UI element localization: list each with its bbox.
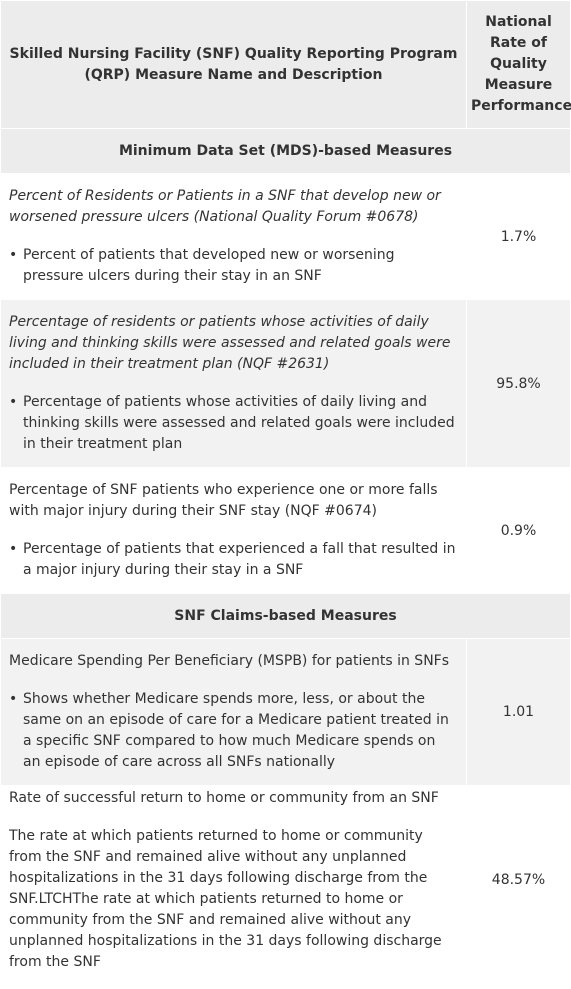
measure-bullet-list: Percentage of patients that experienced …: [9, 539, 456, 581]
measure-cell: Rate of successful return to home or com…: [0, 785, 467, 975]
measure-cell: Percentage of SNF patients who experienc…: [0, 467, 467, 594]
measure-cell: Percentage of residents or patients whos…: [0, 299, 467, 468]
measure-bullet: Shows whether Medicare spends more, less…: [9, 689, 456, 773]
measure-bullet: Percent of patients that developed new o…: [9, 245, 456, 287]
table-row: Percentage of SNF patients who experienc…: [0, 467, 571, 594]
measure-bullet-list: Shows whether Medicare spends more, less…: [9, 689, 456, 773]
section-row-claims: SNF Claims-based Measures: [0, 593, 571, 639]
rate-value: 48.57%: [466, 785, 571, 975]
rate-value: 95.8%: [466, 299, 571, 468]
measure-description: The rate at which patients returned to h…: [9, 827, 442, 970]
measure-name: Percentage of residents or patients whos…: [9, 314, 451, 372]
section-title: Minimum Data Set (MDS)-based Measures: [0, 128, 571, 174]
rate-column-header: National Rate of Quality Measure Perform…: [466, 0, 571, 129]
measure-column-header: Skilled Nursing Facility (SNF) Quality R…: [0, 0, 467, 129]
table-row: Medicare Spending Per Beneficiary (MSPB)…: [0, 638, 571, 786]
rate-value: 1.01: [466, 638, 571, 786]
measure-bullet-list: Percentage of patients whose activities …: [9, 392, 456, 455]
measure-name: Percent of Residents or Patients in a SN…: [9, 188, 441, 225]
section-title: SNF Claims-based Measures: [0, 593, 571, 639]
table-row: Rate of successful return to home or com…: [0, 785, 571, 975]
header-row: Skilled Nursing Facility (SNF) Quality R…: [0, 0, 571, 129]
measure-cell: Medicare Spending Per Beneficiary (MSPB)…: [0, 638, 467, 786]
measure-bullet-list: Percent of patients that developed new o…: [9, 245, 456, 287]
measure-bullet: Percentage of patients whose activities …: [9, 392, 456, 455]
rate-value: 0.9%: [466, 467, 571, 594]
measure-bullet: Percentage of patients that experienced …: [9, 539, 456, 581]
table-row: Percent of Residents or Patients in a SN…: [0, 173, 571, 300]
section-row-mds: Minimum Data Set (MDS)-based Measures: [0, 128, 571, 174]
measure-name: Rate of successful return to home or com…: [9, 789, 439, 806]
measure-name: Medicare Spending Per Beneficiary (MSPB)…: [9, 653, 450, 669]
measure-name: Percentage of SNF patients who experienc…: [9, 482, 438, 519]
table-row: Percentage of residents or patients whos…: [0, 299, 571, 468]
rate-value: 1.7%: [466, 173, 571, 300]
measure-cell: Percent of Residents or Patients in a SN…: [0, 173, 467, 300]
